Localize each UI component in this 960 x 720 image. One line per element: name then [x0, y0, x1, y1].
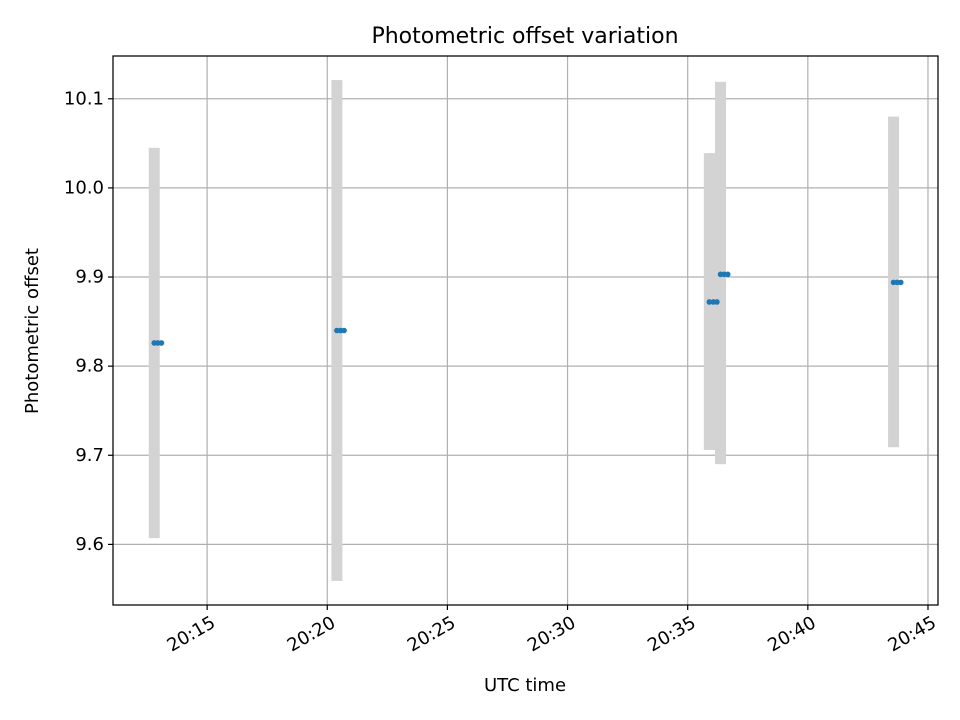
y-tick-label: 9.8: [75, 356, 104, 377]
plot-frame: [112, 55, 939, 606]
data-points: [151, 271, 904, 346]
data-point: [724, 271, 731, 278]
data-point: [706, 299, 713, 305]
y-tick-label: 9.6: [75, 534, 104, 555]
y-tick-label: 9.9: [75, 267, 104, 288]
data-point: [341, 327, 347, 334]
data-point: [714, 299, 720, 305]
data-point: [158, 340, 165, 346]
y-tick-label: 9.7: [75, 445, 104, 466]
y-axis-ticks: 9.6 9.7 9.8 9.9 10.0 10.1: [64, 88, 113, 555]
y-tick-label: 10.1: [64, 88, 104, 109]
data-point: [897, 279, 904, 286]
y-axis-label: Photometric offset: [22, 248, 43, 414]
x-axis-label: UTC time: [484, 675, 566, 696]
y-tick-label: 10.0: [64, 177, 104, 198]
chart-title: Photometric offset variation: [371, 24, 678, 49]
grid-lines: [113, 56, 938, 605]
